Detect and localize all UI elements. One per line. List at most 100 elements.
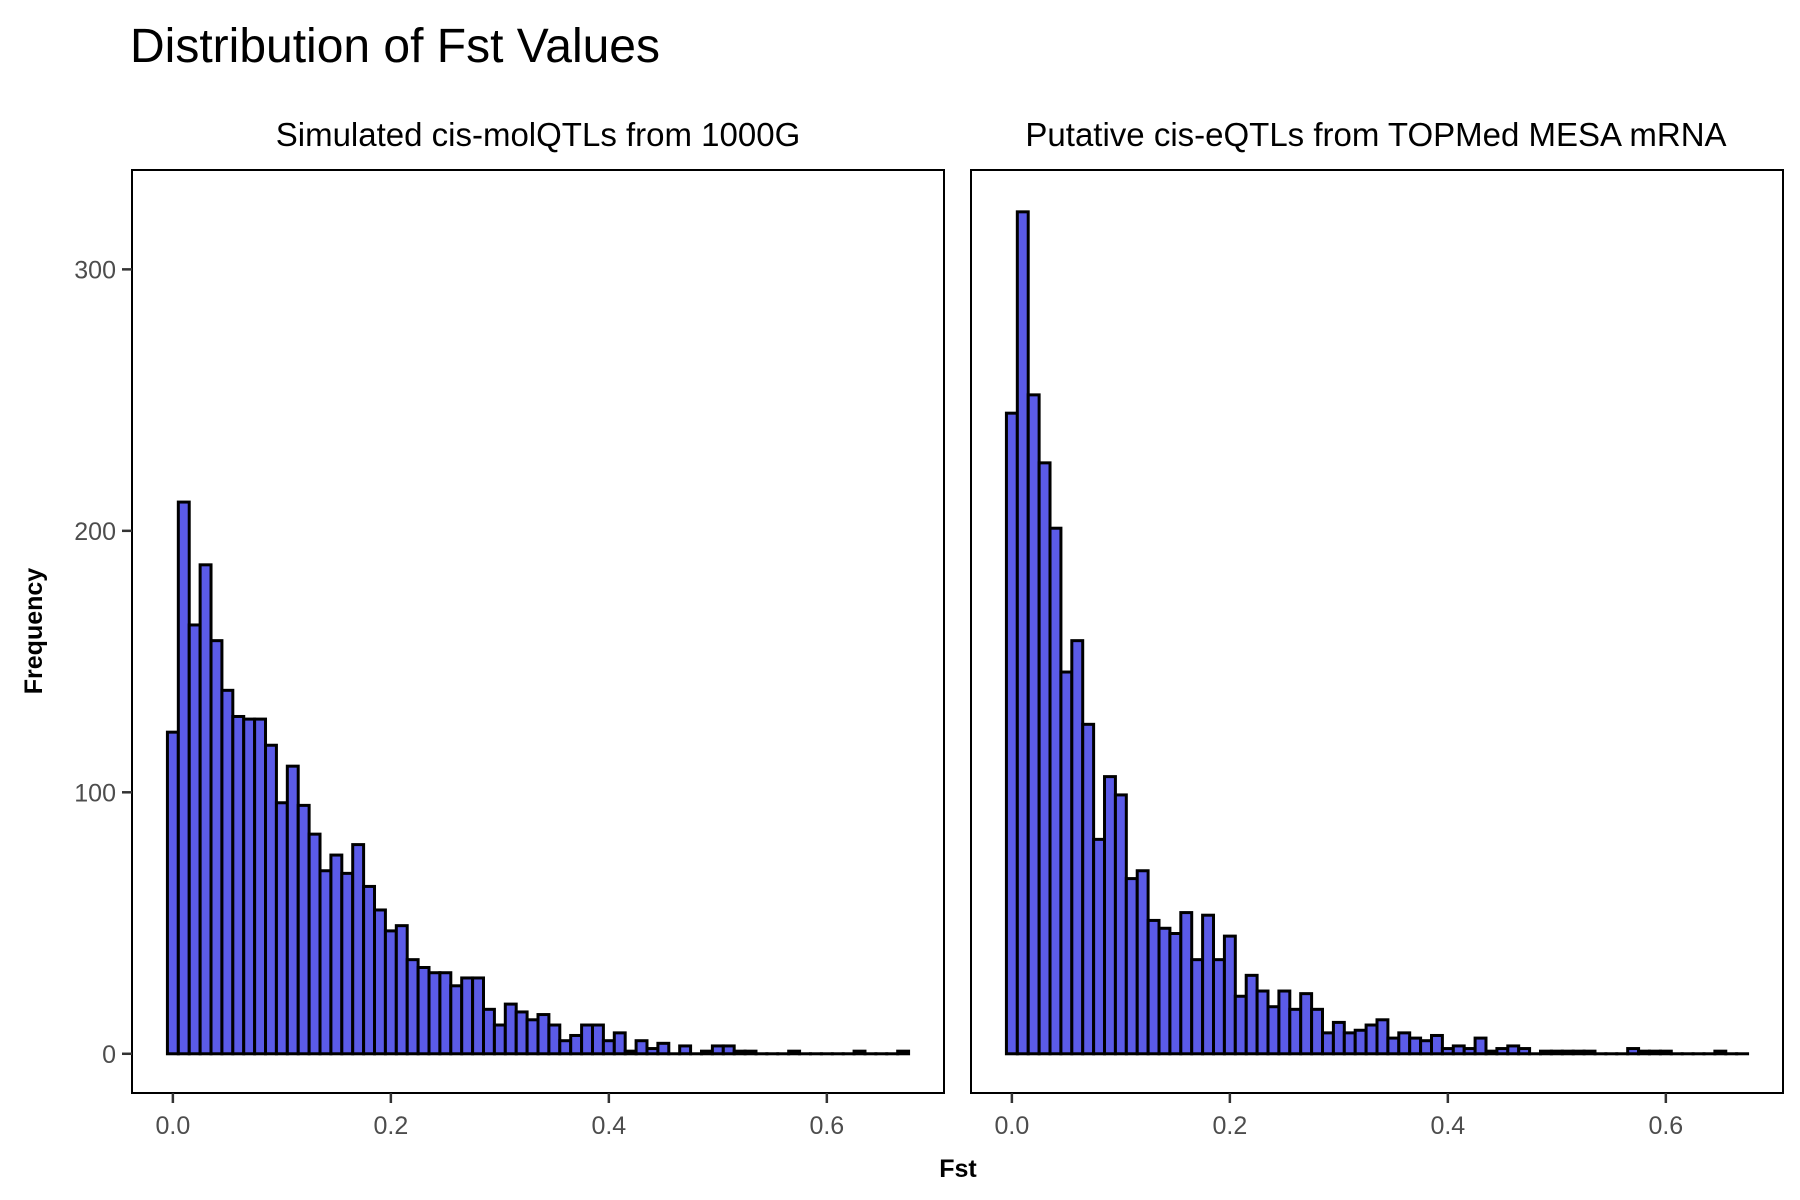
x-tick-label: 0.6	[1648, 1112, 1683, 1140]
histogram-bar	[187, 623, 202, 1056]
histogram-bar	[1637, 1049, 1651, 1056]
histogram-bar	[1517, 1047, 1532, 1056]
y-tick-label: 100	[74, 779, 116, 807]
x-tick-label: 0.2	[373, 1112, 408, 1140]
histogram-bar	[634, 1039, 649, 1056]
histogram-bar	[1037, 461, 1052, 1056]
panel-1-x-axis: 0.0 0.2 0.4 0.6	[155, 1093, 844, 1140]
histogram-bar	[1157, 926, 1172, 1056]
panel-1-frame	[131, 169, 945, 1094]
histogram-bar	[460, 976, 475, 1056]
histogram-bar	[1146, 918, 1161, 1056]
histogram-bar	[242, 717, 257, 1056]
histogram-bar	[1004, 411, 1019, 1056]
y-tick-label: 200	[74, 518, 116, 546]
y-tick-label: 0	[102, 1041, 116, 1069]
histogram-bar	[1124, 877, 1139, 1056]
panel-1-title: Simulated cis-molQTLs from 1000G	[276, 116, 801, 153]
histogram-bar	[1059, 670, 1074, 1056]
histogram-bar	[231, 714, 246, 1056]
histogram-bar	[1364, 1023, 1379, 1056]
histogram-bar	[743, 1049, 758, 1056]
x-tick-label: 0.0	[994, 1112, 1029, 1140]
histogram-bar	[1713, 1049, 1728, 1056]
histogram-bar	[732, 1049, 747, 1056]
histogram-bar	[1288, 1007, 1303, 1056]
histogram-bar	[580, 1023, 594, 1056]
histogram-bar	[1571, 1049, 1586, 1056]
histogram-bar	[536, 1013, 551, 1056]
panel-1: 0.0 0.2 0.4 0.6 0 100 200 300	[74, 169, 945, 1140]
histogram-bar	[1015, 210, 1030, 1056]
histogram-bar	[1495, 1047, 1510, 1056]
histogram-bar	[1277, 989, 1292, 1056]
histogram-bar	[482, 1007, 496, 1056]
x-tick-label: 0.2	[1212, 1112, 1247, 1140]
histogram-bar	[1222, 934, 1237, 1056]
histogram-bar	[699, 1049, 714, 1056]
panel-2-frame	[970, 169, 1784, 1094]
panel-2-x-axis: 0.0 0.2 0.4 0.6	[994, 1093, 1683, 1140]
histogram-bar	[1321, 1031, 1335, 1056]
histogram-bar	[220, 688, 235, 1056]
histogram-bar	[1233, 994, 1248, 1056]
x-tick-label: 0.6	[809, 1112, 844, 1140]
histogram-bar	[1386, 1036, 1401, 1056]
histogram-bar	[296, 803, 311, 1056]
histogram-bar	[1462, 1047, 1477, 1056]
histogram-bar	[1255, 989, 1270, 1056]
histogram-bar	[318, 869, 333, 1056]
histogram-bar	[264, 743, 278, 1056]
chart-title: Distribution of Fst Values	[130, 20, 660, 73]
histogram-bar	[1560, 1049, 1575, 1056]
histogram-bar	[547, 1023, 562, 1056]
histogram-bar	[787, 1049, 802, 1056]
histogram-bar	[1397, 1031, 1412, 1056]
histogram-bar	[1582, 1049, 1597, 1056]
histogram-bar	[394, 924, 409, 1056]
histogram-bar	[1451, 1044, 1466, 1056]
panel-2-title: Putative cis-eQTLs from TOPMed MESA mRNA	[1025, 116, 1726, 153]
histogram-bar	[405, 958, 420, 1056]
histogram-bar	[1440, 1047, 1455, 1056]
x-tick-label: 0.4	[1430, 1112, 1465, 1140]
histogram-bar	[1429, 1033, 1444, 1056]
panel-2: 0.0 0.2 0.4 0.6	[970, 169, 1784, 1140]
histogram-bar	[383, 929, 398, 1056]
histogram-bar	[1201, 913, 1216, 1056]
histogram-bar	[253, 717, 268, 1056]
histogram-bar	[1506, 1044, 1521, 1056]
histogram-bar	[427, 971, 442, 1056]
histogram-bar	[198, 563, 213, 1056]
histogram-bar	[710, 1044, 725, 1056]
histogram-bar	[590, 1023, 605, 1056]
histogram-bar	[449, 984, 464, 1056]
histogram-bar	[1168, 932, 1183, 1056]
histogram-bar	[503, 1002, 518, 1056]
histogram-bar	[285, 764, 300, 1056]
histogram-bar	[471, 976, 486, 1056]
histogram-bar	[1026, 393, 1041, 1056]
x-axis-title: Fst	[939, 1155, 977, 1183]
histogram-bar	[165, 730, 180, 1056]
histogram-bar	[623, 1049, 638, 1056]
histogram-bar	[1408, 1036, 1423, 1056]
histogram-bar	[1092, 837, 1107, 1056]
histogram-bar	[656, 1041, 671, 1056]
panel-2-bars	[1004, 210, 1750, 1056]
histogram-bar	[438, 971, 453, 1056]
histogram-bar	[307, 832, 322, 1056]
histogram-bar	[569, 1033, 584, 1056]
histogram-bar	[351, 843, 366, 1056]
histogram-bar	[678, 1044, 693, 1056]
histogram-bar	[1626, 1047, 1641, 1056]
histogram-bar	[1244, 973, 1259, 1056]
histogram-bar	[852, 1049, 867, 1056]
panel-1-bars	[165, 500, 911, 1056]
histogram-bar	[373, 908, 387, 1056]
histogram-bar	[1212, 958, 1226, 1056]
histogram-bar	[525, 1018, 540, 1056]
histogram-bar	[1113, 793, 1128, 1056]
histogram-bar	[1179, 911, 1194, 1056]
